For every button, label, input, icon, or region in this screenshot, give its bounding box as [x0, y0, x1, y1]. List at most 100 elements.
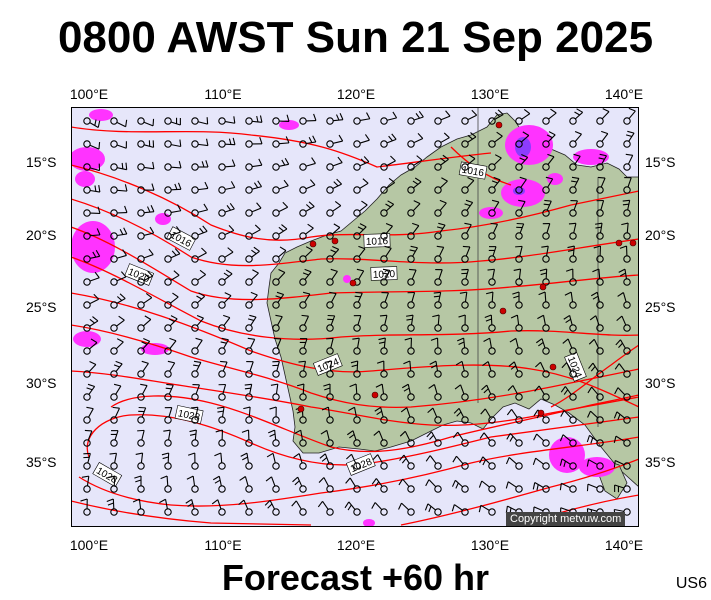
wind-barb-icon: [353, 223, 367, 240]
wind-barb-icon: [461, 268, 469, 286]
wind-barb-icon: [515, 245, 523, 263]
wind-barb-icon: [164, 360, 176, 378]
wind-barb-icon: [515, 108, 531, 125]
wind-barb-icon: [137, 117, 155, 127]
wind-barb-icon: [426, 431, 442, 447]
wind-barb-icon: [321, 406, 334, 424]
wind-barb-icon: [542, 223, 551, 240]
wind-barb-icon: [110, 249, 127, 263]
wind-barb-icon: [535, 361, 550, 378]
wind-barb-icon: [109, 452, 118, 470]
wind-barb-icon: [110, 117, 128, 128]
map-frame: [71, 107, 639, 527]
wind-barb-icon: [218, 360, 228, 378]
wind-barb-icon: [272, 136, 290, 148]
wind-barb-icon: [187, 452, 199, 470]
wind-barb-icon: [110, 430, 119, 447]
wind-barb-icon: [353, 291, 363, 309]
wind-barb-icon: [457, 337, 469, 355]
lat-tick-25-right: 25°S: [645, 299, 676, 315]
chart-title: 0800 AWST Sun 21 Sep 2025: [57, 13, 654, 62]
wind-barb-icon: [588, 338, 604, 355]
wind-barb-icon: [617, 292, 631, 309]
wind-barb-icon: [137, 406, 147, 424]
wind-barb-icon: [137, 161, 155, 171]
wind-barb-icon: [110, 406, 120, 424]
wind-barb-icon: [218, 225, 235, 240]
wind-barb-icon: [299, 291, 311, 309]
wind-barb-icon: [434, 222, 446, 240]
wind-barb-icon: [478, 480, 496, 493]
wind-barb-icon: [164, 204, 182, 217]
wind-barb-icon: [110, 360, 123, 378]
wind-barb-icon: [294, 429, 307, 447]
wind-barb-icon: [537, 314, 550, 332]
wind-barb-icon: [596, 108, 610, 125]
wind-barb-icon: [299, 246, 313, 263]
wind-barb-icon: [326, 156, 343, 171]
wind-barb-icon: [320, 429, 334, 447]
wind-barb-icon: [218, 314, 231, 332]
wind-barb-icon: [596, 176, 606, 194]
wind-barbs: [80, 107, 636, 517]
wind-barb-icon: [245, 361, 254, 378]
wind-barb-icon: [487, 268, 496, 286]
wind-barb-icon: [164, 315, 178, 332]
weather-map: 1016 1020 1016 1020 1024 1024 1028 1028: [71, 107, 639, 527]
wind-barb-icon: [137, 292, 153, 309]
wind-barb-icon: [299, 113, 317, 125]
wind-barb-icon: [398, 478, 415, 493]
wind-barb-icon: [380, 133, 397, 148]
wind-barb-icon: [621, 222, 631, 240]
wind-barb-icon: [291, 500, 307, 516]
wind-barb-icon: [380, 200, 395, 217]
wind-barb-icon: [586, 483, 604, 493]
wind-barb-icon: [191, 314, 204, 332]
wind-barb-icon: [245, 136, 263, 148]
wind-barb-icon: [245, 314, 257, 332]
wind-barb-icon: [326, 113, 344, 125]
wind-barb-icon: [401, 383, 415, 401]
wind-barb-icon: [407, 133, 424, 148]
wind-barb-icon: [272, 269, 286, 286]
wind-barb-icon: [218, 292, 232, 309]
wind-barb-icon: [512, 291, 523, 309]
wind-barb-icon: [618, 268, 631, 286]
wind-barb-icon: [400, 407, 415, 424]
wind-barb-icon: [106, 498, 118, 516]
wind-barb-icon: [559, 458, 577, 470]
wind-barb-icon: [425, 455, 442, 470]
wind-barb-icon: [407, 155, 423, 171]
isobar-label: 1020: [373, 269, 396, 281]
wind-barb-icon: [137, 248, 154, 263]
forecast-label: Forecast +60 hr: [221, 557, 490, 598]
wind-barb-icon: [218, 269, 233, 286]
wind-barb-icon: [380, 111, 398, 125]
wind-barb-icon: [326, 200, 342, 217]
lat-tick-35-right: 35°S: [645, 454, 676, 470]
wind-barb-icon: [485, 291, 496, 309]
wind-barb-icon: [272, 246, 287, 263]
wind-barb-icon: [164, 248, 181, 263]
wind-barb-icon: [559, 482, 577, 493]
wind-barb-icon: [298, 360, 307, 378]
wind-barb-icon: [371, 502, 388, 516]
wind-barb-icon: [83, 406, 94, 424]
wind-barb-icon: [353, 134, 370, 148]
wind-barb-icon: [110, 315, 125, 332]
wind-barb-icon: [83, 228, 101, 240]
wind-barb-icon: [454, 384, 469, 401]
wind-barb-icon: [83, 117, 101, 128]
wind-barb-icon: [586, 459, 604, 470]
wind-barb-icon: [425, 479, 442, 493]
wind-barb-icon: [481, 384, 496, 401]
wind-barb-icon: [595, 222, 604, 240]
wind-barb-icon: [399, 430, 415, 447]
lon-tick-120-bottom: 120°E: [336, 537, 376, 553]
wind-barb-icon: [81, 475, 91, 493]
wind-barb-icon: [353, 245, 366, 263]
wind-barb-icon: [352, 337, 361, 355]
wind-barb-icon: [353, 268, 365, 286]
wind-barb-icon: [593, 245, 604, 263]
wind-barb-icon: [619, 245, 631, 263]
